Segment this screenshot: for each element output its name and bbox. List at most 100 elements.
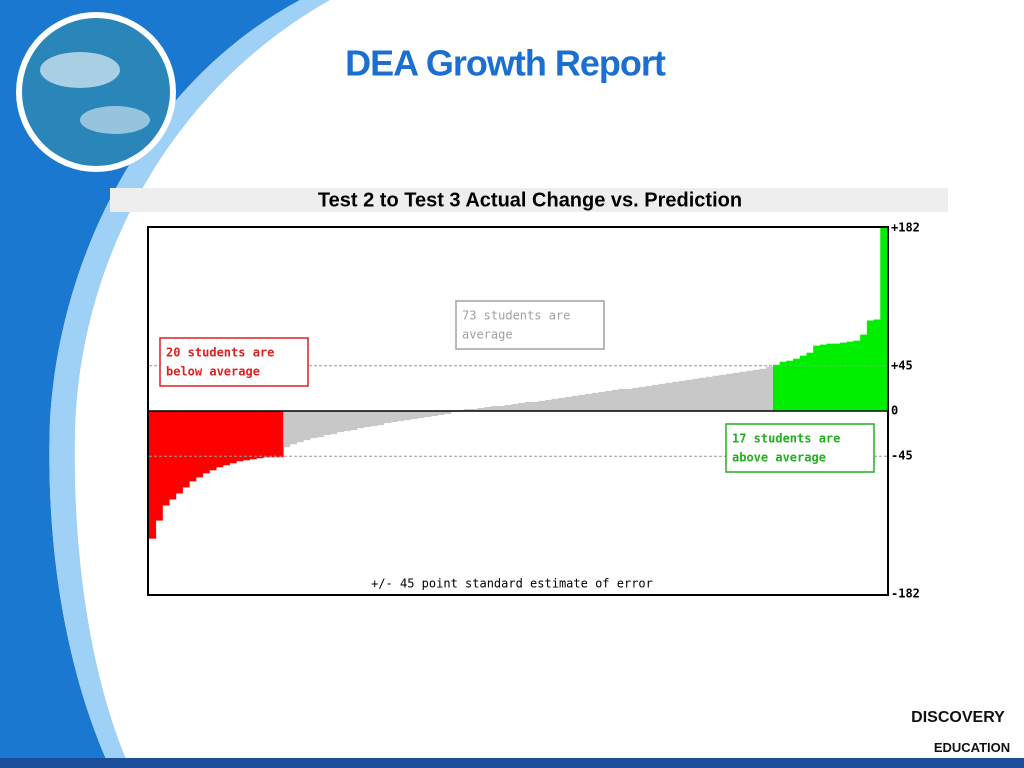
y-tick-label: -45 — [891, 449, 913, 463]
bar — [189, 411, 197, 482]
bar — [759, 368, 767, 411]
bar — [786, 360, 794, 411]
bar — [323, 411, 331, 436]
bar — [524, 401, 532, 411]
bar — [356, 411, 365, 429]
annotation-box — [455, 300, 605, 350]
bar — [658, 383, 666, 411]
slide-title: DEA Growth Report — [345, 43, 666, 84]
bar — [638, 386, 646, 411]
bar — [772, 364, 781, 411]
bar — [766, 366, 774, 411]
cloud — [80, 106, 150, 134]
bar — [571, 395, 579, 411]
bar — [564, 396, 573, 411]
bar — [390, 411, 398, 423]
bar — [739, 371, 747, 411]
logo-text: DISCOVERY — [911, 709, 1005, 726]
chart-title: Test 2 to Test 3 Actual Change vs. Predi… — [318, 189, 742, 211]
bar — [531, 401, 539, 411]
cloud — [40, 52, 120, 88]
bar — [692, 378, 700, 411]
bar — [229, 411, 237, 464]
bar — [316, 411, 324, 438]
bar — [712, 375, 720, 411]
bar — [558, 397, 566, 411]
annotation-text: 73 students are — [462, 309, 570, 323]
y-tick-label: +182 — [891, 221, 920, 235]
bar — [685, 379, 693, 411]
bar — [860, 334, 868, 411]
swoosh — [0, 0, 300, 768]
bar — [873, 319, 881, 411]
annotation-text: 17 students are — [732, 432, 840, 446]
bar — [585, 393, 593, 411]
bar — [444, 411, 452, 415]
bar — [591, 392, 599, 411]
bar — [544, 399, 552, 411]
bar — [632, 387, 640, 411]
bar — [605, 390, 613, 411]
bar — [578, 394, 586, 411]
bar — [806, 352, 814, 411]
bar — [679, 380, 687, 411]
bar — [424, 411, 432, 418]
bar — [793, 358, 801, 411]
annotation-text: 20 students are — [166, 346, 274, 360]
bar — [155, 411, 163, 521]
bar — [699, 377, 707, 411]
bar — [551, 398, 559, 411]
bar — [195, 411, 204, 478]
bar — [383, 411, 391, 424]
bar — [350, 411, 358, 431]
bar — [437, 411, 445, 416]
bar — [397, 411, 405, 422]
bar — [169, 411, 177, 500]
bar — [236, 411, 244, 462]
bar — [826, 343, 834, 411]
bar — [853, 340, 861, 411]
bar — [719, 374, 727, 411]
bar — [202, 411, 210, 474]
bar — [477, 407, 485, 411]
y-tick-label: -182 — [891, 587, 920, 601]
bar — [672, 381, 680, 411]
bar — [705, 376, 713, 411]
chart-title-bar — [110, 188, 948, 212]
bar — [289, 411, 297, 445]
bar — [175, 411, 183, 494]
bar — [471, 408, 479, 411]
annotation-text: average — [462, 328, 513, 342]
bar — [303, 411, 311, 441]
bar — [310, 411, 318, 439]
bar — [491, 405, 499, 411]
bar — [263, 411, 271, 458]
bar — [752, 369, 760, 411]
bar — [779, 361, 787, 411]
bar — [343, 411, 351, 432]
bar — [497, 405, 505, 411]
logo-text: EDUCATION — [934, 740, 1010, 755]
bar — [410, 411, 418, 420]
bar — [484, 406, 492, 411]
bar — [618, 388, 626, 411]
bar — [336, 411, 344, 433]
bar — [377, 411, 385, 426]
bar — [149, 411, 157, 539]
error-note: +/- 45 point standard estimate of error — [371, 577, 653, 591]
bar — [846, 341, 854, 411]
globe — [22, 18, 170, 166]
bar — [625, 388, 633, 411]
bar — [598, 391, 606, 411]
annotation-text: below average — [166, 365, 260, 379]
bar — [611, 389, 620, 411]
annotation-box — [725, 423, 875, 473]
bar — [162, 411, 170, 506]
bar — [746, 370, 754, 411]
bar — [645, 385, 653, 411]
bar — [880, 228, 888, 411]
annotation-box — [159, 337, 309, 387]
bar — [283, 411, 291, 448]
bar — [403, 411, 412, 421]
